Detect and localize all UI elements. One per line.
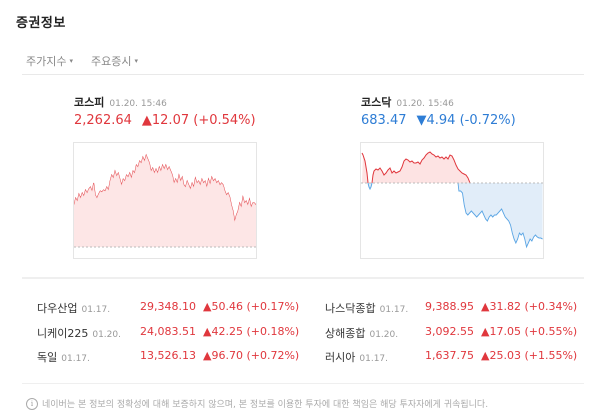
divider <box>22 277 584 279</box>
world-index-russia[interactable]: 러시아 01.17. <box>325 349 388 365</box>
kospi-datetime: 01.20. 15:46 <box>109 99 167 109</box>
index-value: 24,083.51 <box>140 325 196 338</box>
index-change: ▲17.05 (+0.55%) <box>481 325 578 338</box>
kospi-value: 2,262.64 <box>74 113 132 128</box>
index-name[interactable]: 나스닥종합 <box>325 302 376 315</box>
index-name[interactable]: 니케이225 <box>37 327 89 340</box>
page-title: 증권정보 <box>16 16 66 31</box>
kosdaq-name[interactable]: 코스닥 <box>361 96 392 109</box>
world-index-nasdaq[interactable]: 나스닥종합 01.17. <box>325 300 408 316</box>
kosdaq-summary[interactable]: 코스닥 01.20. 15:46 683.47 ▼4.94 (-0.72%) <box>361 94 516 128</box>
info-icon: i <box>26 397 38 410</box>
divider <box>22 383 584 384</box>
tab-major-markets-label: 주요증시 <box>91 55 132 68</box>
tab-stock-index[interactable]: 주가지수 ▾ <box>26 53 73 69</box>
index-value: 1,637.75 <box>425 349 474 362</box>
chevron-down-icon: ▾ <box>69 57 73 65</box>
index-name[interactable]: 다우산업 <box>37 302 78 315</box>
index-change: ▲96.70 (+0.72%) <box>203 349 300 362</box>
tab-major-markets[interactable]: 주요증시 ▾ <box>91 53 138 69</box>
kospi-change-pct: (+0.54%) <box>193 113 256 128</box>
tab-bar: 주가지수 ▾ 주요증시 ▾ <box>26 53 138 69</box>
index-name[interactable]: 러시아 <box>325 351 356 364</box>
index-date: 01.17. <box>81 305 111 315</box>
chevron-down-icon: ▾ <box>134 57 138 65</box>
index-name[interactable]: 독일 <box>37 351 58 364</box>
index-change: ▲42.25 (+0.18%) <box>203 325 300 338</box>
kospi-name[interactable]: 코스피 <box>74 96 105 109</box>
world-index-shanghai[interactable]: 상해종합 01.20. <box>325 325 398 341</box>
index-date: 01.17. <box>359 354 389 364</box>
index-change: ▲31.82 (+0.34%) <box>481 300 578 313</box>
kosdaq-change: ▼4.94 <box>416 113 456 128</box>
kosdaq-datetime: 01.20. 15:46 <box>396 99 454 109</box>
kosdaq-line-chart <box>361 151 543 249</box>
index-value: 29,348.10 <box>140 300 196 313</box>
index-change: ▲50.46 (+0.17%) <box>203 300 300 313</box>
index-date: 01.20. <box>92 330 121 340</box>
kospi-change: ▲12.07 <box>141 113 190 128</box>
world-index-germany[interactable]: 독일 01.17. <box>37 349 90 365</box>
disclaimer-text: 네이버는 본 정보의 정확성에 대해 보증하지 않으며, 본 정보를 이용한 투… <box>42 400 489 410</box>
tab-stock-index-label: 주가지수 <box>26 55 67 68</box>
disclaimer: i 네이버는 본 정보의 정확성에 대해 보증하지 않으며, 본 정보를 이용한… <box>26 397 488 410</box>
divider <box>22 74 584 75</box>
kospi-chart[interactable] <box>73 142 257 259</box>
index-date: 01.17. <box>61 354 90 364</box>
index-date: 01.17. <box>379 305 409 315</box>
index-value: 13,526.13 <box>140 349 196 362</box>
index-name[interactable]: 상해종합 <box>325 327 366 340</box>
kosdaq-chart[interactable] <box>360 142 544 259</box>
index-change: ▲25.03 (+1.55%) <box>481 349 578 362</box>
index-date: 01.20. <box>369 330 399 340</box>
kosdaq-value: 683.47 <box>361 113 407 128</box>
index-value: 3,092.55 <box>425 325 474 338</box>
kosdaq-change-pct: (-0.72%) <box>459 113 516 128</box>
world-index-dow[interactable]: 다우산업 01.17. <box>37 300 110 316</box>
kospi-line-chart <box>74 153 256 248</box>
index-value: 9,388.95 <box>425 300 474 313</box>
world-index-nikkei[interactable]: 니케이225 01.20. <box>37 325 121 341</box>
kospi-summary[interactable]: 코스피 01.20. 15:46 2,262.64 ▲12.07 (+0.54%… <box>74 94 256 128</box>
